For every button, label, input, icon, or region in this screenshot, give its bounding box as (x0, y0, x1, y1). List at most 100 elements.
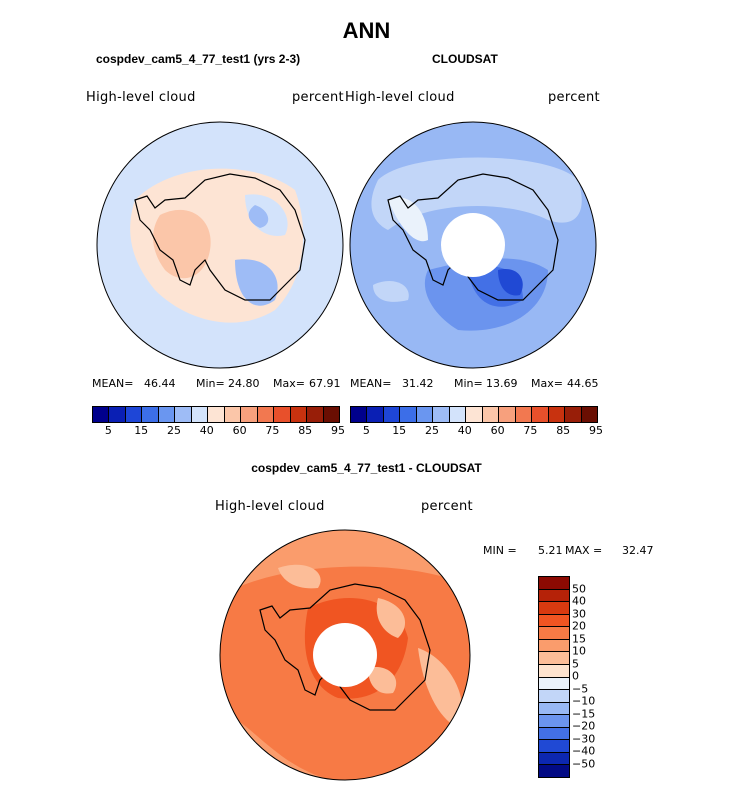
colorbar-tick-label: 40 (457, 424, 472, 437)
colorbar-swatch (416, 407, 434, 422)
colorbar-swatch (539, 639, 569, 653)
colorbar-swatch (548, 407, 566, 422)
colorbar-swatch (539, 702, 569, 716)
panel2-colorbar (350, 406, 598, 423)
diff-min-label: MIN = (483, 544, 517, 557)
panel2-units-label: percent (548, 90, 600, 105)
colorbar-swatch (539, 589, 569, 603)
colorbar-swatch (351, 407, 368, 422)
colorbar-swatch (539, 740, 569, 753)
panel1-colorbar (92, 406, 340, 423)
colorbar-tick-label: −20 (572, 719, 596, 733)
panel1-max-value: 67.91 (309, 377, 341, 390)
colorbar-tick-label: 85 (556, 424, 571, 437)
colorbar-swatch (109, 407, 126, 422)
colorbar-tick-label: 40 (572, 594, 586, 608)
diff-min-value: 5.21 (538, 544, 563, 557)
colorbar-swatch (433, 407, 450, 422)
colorbar-tick-label: 95 (331, 424, 345, 437)
panel2-title: CLOUDSAT (432, 52, 498, 66)
colorbar-tick-label: 75 (523, 424, 538, 437)
colorbar-tick-label: 50 (572, 582, 586, 595)
colorbar-swatch (142, 407, 159, 422)
colorbar-swatch (515, 407, 533, 422)
colorbar-swatch (565, 407, 582, 422)
colorbar-tick-label: −15 (572, 707, 596, 720)
colorbar-swatch (307, 407, 324, 422)
diff-variable-label: High-level cloud (215, 499, 325, 514)
colorbar-swatch (466, 407, 483, 422)
colorbar-tick-label: 30 (572, 607, 586, 620)
panel2-variable-label: High-level cloud (345, 90, 455, 105)
colorbar-tick-label: 10 (572, 644, 586, 658)
colorbar-swatch (383, 407, 401, 422)
panel2-max-value: 44.65 (567, 377, 599, 390)
colorbar-swatch (539, 577, 569, 590)
colorbar-tick-label: 95 (589, 424, 603, 437)
colorbar-swatch (290, 407, 308, 422)
diff-coastline (259, 583, 431, 711)
colorbar-tick-label: 75 (265, 424, 280, 437)
diff-max-value: 32.47 (622, 544, 654, 557)
colorbar-swatch (208, 407, 225, 422)
colorbar-tick-label: 0 (572, 669, 579, 683)
panel1-polar-map (96, 121, 344, 369)
colorbar-swatch (323, 407, 340, 422)
colorbar-tick-label: 15 (572, 632, 586, 645)
colorbar-swatch (539, 752, 569, 766)
colorbar-tick-label: 5 (572, 657, 579, 670)
panel1-mean-value: 46.44 (144, 377, 176, 390)
diff-polar-map (219, 529, 471, 781)
colorbar-swatch (532, 407, 549, 422)
colorbar-tick-label: −30 (572, 732, 596, 745)
colorbar-tick-label: 20 (572, 619, 586, 633)
colorbar-tick-label: 15 (392, 424, 407, 437)
colorbar-swatch (175, 407, 192, 422)
figure-title: ANN (342, 18, 391, 43)
panel1-variable-label: High-level cloud (86, 90, 196, 105)
colorbar-swatch (539, 715, 569, 728)
colorbar-swatch (125, 407, 143, 422)
colorbar-tick-label: 15 (134, 424, 149, 437)
colorbar-swatch (539, 602, 569, 615)
panel2-min-label: Min= (454, 377, 483, 390)
panel1-title: cospdev_cam5_4_77_test1 (yrs 2-3) (96, 52, 301, 66)
panel1-units-label: percent (292, 90, 344, 105)
colorbar-swatch (93, 407, 110, 422)
colorbar-swatch (539, 614, 569, 628)
panel1-max-label: Max= (273, 377, 305, 390)
colorbar-swatch (241, 407, 258, 422)
panel2-max-label: Max= (531, 377, 563, 390)
colorbar-tick-label: 25 (425, 424, 439, 437)
colorbar-tick-label: 5 (104, 424, 112, 437)
colorbar-tick-label: −50 (572, 757, 596, 770)
colorbar-tick-label: 60 (232, 424, 247, 437)
panel2-mean-value: 31.42 (402, 377, 434, 390)
colorbar-swatch (539, 677, 569, 691)
colorbar-swatch (539, 627, 569, 640)
diff-panel-title: cospdev_cam5_4_77_test1 - CLOUDSAT (251, 461, 482, 475)
colorbar-tick-label: 60 (490, 424, 505, 437)
panel1-mean-label: MEAN= (92, 377, 134, 390)
panel2-coastline (387, 173, 559, 301)
colorbar-swatch (274, 407, 291, 422)
colorbar-swatch (539, 652, 569, 665)
colorbar-swatch (499, 407, 516, 422)
colorbar-swatch (191, 407, 209, 422)
colorbar-swatch (367, 407, 384, 422)
colorbar-tick-label: 5 (362, 424, 370, 437)
colorbar-swatch (158, 407, 176, 422)
colorbar-swatch (539, 727, 569, 741)
colorbar-tick-label: −40 (572, 744, 596, 758)
colorbar-swatch (539, 690, 569, 703)
panel2-polar-map (349, 121, 597, 369)
panel1-min-label: Min= (196, 377, 225, 390)
colorbar-swatch (257, 407, 275, 422)
panel1-coastline (134, 173, 306, 301)
panel2-min-value: 13.69 (486, 377, 518, 390)
colorbar-swatch (539, 765, 569, 777)
colorbar-swatch (482, 407, 500, 422)
colorbar-tick-label: 40 (199, 424, 214, 437)
diff-colorbar (538, 576, 570, 778)
panel1-min-value: 24.80 (228, 377, 260, 390)
